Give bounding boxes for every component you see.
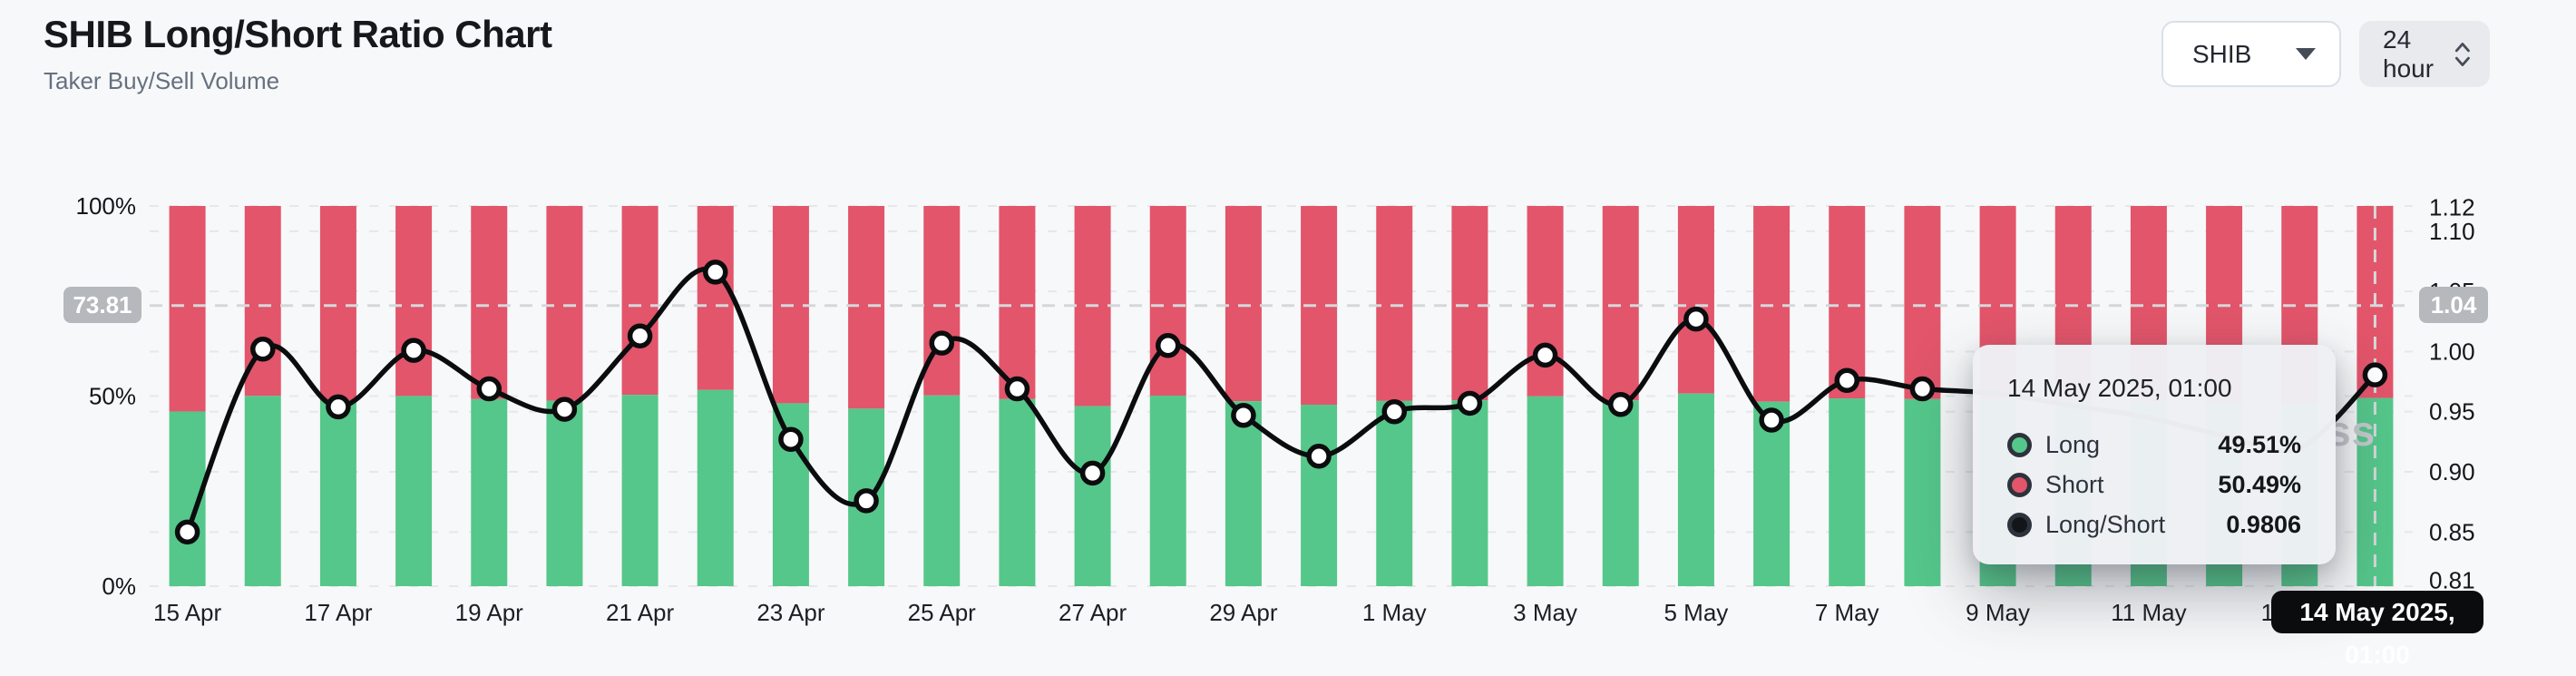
x-axis-tooltip: 14 May 2025, 01:00: [2271, 591, 2483, 669]
svg-text:100%: 100%: [76, 192, 137, 220]
svg-text:50%: 50%: [89, 383, 136, 410]
svg-text:27 Apr: 27 Apr: [1059, 599, 1127, 626]
tooltip-value: 0.9806: [2226, 510, 2301, 538]
sort-updown-icon: [2455, 42, 2471, 66]
tooltip-title: 14 May 2025, 01:00: [2007, 374, 2232, 402]
svg-text:29 Apr: 29 Apr: [1209, 599, 1278, 626]
tooltip-value: 49.51%: [2218, 430, 2301, 458]
svg-text:1 May: 1 May: [1362, 599, 1427, 626]
svg-text:11 May: 11 May: [2111, 599, 2186, 626]
tooltip-value: 50.49%: [2218, 470, 2301, 498]
svg-text:5 May: 5 May: [1664, 599, 1729, 626]
crosshair-left-badge: 73.81: [63, 287, 141, 323]
long-marker-icon: [2007, 432, 2032, 457]
long-short-ratio-page: { "header": { "title": "SHIB Long/Short …: [44, 13, 2490, 669]
page-title: SHIB Long/Short Ratio Chart: [44, 13, 552, 55]
svg-text:19 Apr: 19 Apr: [455, 599, 524, 626]
page-subtitle: Taker Buy/Sell Volume: [44, 67, 280, 94]
crosshair-right-badge: 1.04: [2419, 287, 2488, 323]
svg-text:9 May: 9 May: [1966, 599, 2030, 626]
symbol-select-value: SHIB: [2192, 39, 2252, 68]
svg-text:0.85: 0.85: [2429, 518, 2475, 545]
svg-text:1.00: 1.00: [2429, 338, 2475, 365]
svg-text:0.81: 0.81: [2429, 566, 2475, 593]
svg-text:1.12: 1.12: [2429, 193, 2475, 220]
svg-text:15 Apr: 15 Apr: [153, 599, 222, 626]
short-marker-icon: [2007, 472, 2032, 497]
tooltip-label: Long/Short: [2045, 510, 2166, 538]
svg-text:0.95: 0.95: [2429, 398, 2475, 426]
interval-select[interactable]: 24 hour: [2359, 21, 2490, 87]
tooltip-row-short: Short 50.49%: [2007, 465, 2301, 505]
ratio-marker-icon: [2007, 512, 2032, 537]
axis-labels: 100%50%0%1.121.101.051.000.950.900.850.8…: [76, 192, 2475, 626]
chart-tooltip: 14 May 2025, 01:00 Long 49.51% Short 50.…: [1973, 345, 2336, 564]
interval-select-value: 24 hour: [2383, 24, 2435, 83]
tooltip-row-ratio: Long/Short 0.9806: [2007, 505, 2301, 544]
svg-text:3 May: 3 May: [1513, 599, 1577, 626]
svg-text:0.90: 0.90: [2429, 458, 2475, 485]
svg-text:21 Apr: 21 Apr: [606, 599, 675, 626]
crosshair: [150, 206, 2413, 586]
tooltip-label: Short: [2045, 470, 2104, 498]
tooltip-label: Long: [2045, 430, 2101, 458]
chevron-down-icon: [2296, 48, 2316, 60]
tooltip-row-long: Long 49.51%: [2007, 425, 2301, 465]
svg-text:7 May: 7 May: [1815, 599, 1879, 626]
svg-text:0%: 0%: [102, 573, 136, 600]
svg-text:1.10: 1.10: [2429, 218, 2475, 245]
symbol-select[interactable]: SHIB: [2161, 21, 2341, 87]
svg-text:17 Apr: 17 Apr: [304, 599, 373, 626]
svg-text:23 Apr: 23 Apr: [756, 599, 825, 626]
svg-text:25 Apr: 25 Apr: [908, 599, 977, 626]
ratio-line-series: [174, 260, 2388, 545]
